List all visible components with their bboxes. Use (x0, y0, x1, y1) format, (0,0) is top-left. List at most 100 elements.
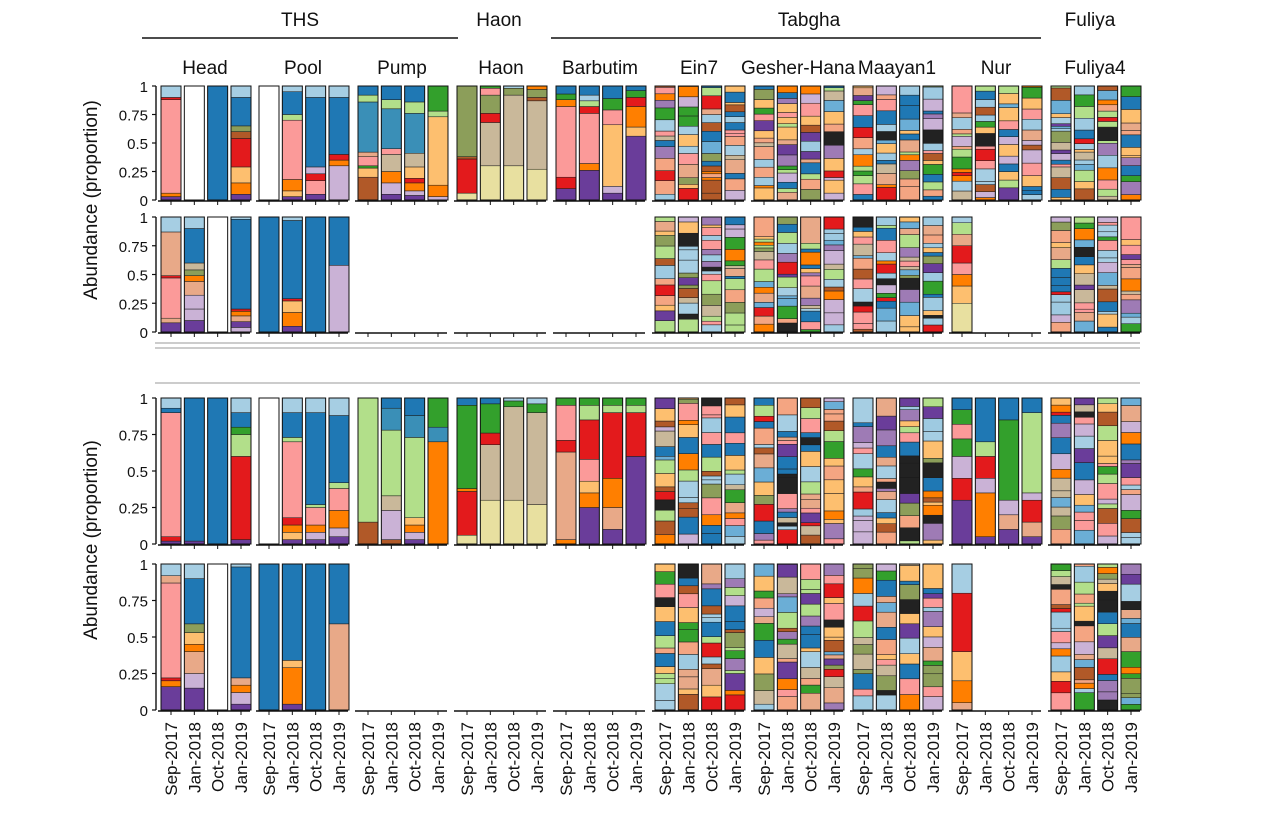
bar-segment (1050, 515, 1072, 530)
bar-segment (852, 673, 874, 690)
bar-segment (678, 313, 699, 320)
bar-segment (160, 277, 182, 319)
bar-segment (724, 489, 746, 503)
bar-segment (230, 539, 252, 545)
bar-segment (555, 397, 577, 406)
bar-segment (777, 456, 798, 470)
bar-segment (701, 165, 722, 172)
bar-segment (753, 251, 775, 261)
bar-pump-0 (357, 397, 379, 545)
bar-segment (1120, 651, 1142, 668)
bar-segment (753, 120, 775, 132)
bar-segment (678, 533, 699, 545)
bar-segment (701, 249, 722, 256)
bar-segment (678, 577, 699, 587)
bar-gesher-hana-1 (776, 563, 798, 711)
bar-gesher-hana-3 (823, 397, 845, 545)
bar-head-2 (207, 216, 229, 333)
bar-segment (282, 91, 303, 115)
bar-segment (1074, 273, 1095, 286)
bar-segment (1050, 563, 1072, 571)
bar-segment (1021, 87, 1043, 99)
x-tick-label: Oct-2018 (505, 722, 524, 792)
bar-segment (753, 107, 775, 115)
bar-segment (1120, 134, 1142, 148)
bar-segment (654, 647, 676, 654)
bar-outline (852, 563, 874, 711)
bar-segment (427, 184, 449, 197)
bar-segment (328, 415, 350, 483)
bar-segment (753, 159, 775, 168)
bar-segment (876, 284, 897, 294)
bar-segment (1120, 459, 1142, 464)
bar-segment (951, 133, 973, 137)
bar-segment (381, 495, 402, 511)
bar-nur-3 (1021, 85, 1043, 201)
bar-segment (724, 621, 746, 630)
bar-segment (998, 171, 1019, 181)
bar-outline (160, 397, 182, 545)
bar-segment (701, 179, 722, 194)
bar-segment (701, 563, 722, 585)
bar-segment (282, 216, 303, 221)
bar-segment (701, 95, 722, 110)
bar-maayan1-1 (875, 397, 897, 545)
bar-pool-0 (258, 216, 280, 333)
bar-ein7-0 (654, 216, 676, 333)
bar-outline (899, 85, 921, 201)
bar-segment (951, 456, 973, 479)
bar-segment (753, 444, 775, 449)
bar-gesher-hana-2 (800, 85, 822, 201)
bar-segment (404, 190, 425, 196)
bar-segment (876, 152, 897, 161)
bar-segment (1120, 583, 1142, 602)
bar-segment (823, 239, 845, 246)
bar-segment (404, 85, 425, 103)
bar-segment (1074, 264, 1095, 274)
x-tick-label: Sep-2017 (953, 722, 972, 796)
bar-outline (677, 563, 699, 711)
bar-segment (555, 405, 577, 441)
bar-segment (777, 397, 798, 416)
bar-segment (381, 429, 402, 497)
bar-outline (875, 216, 897, 333)
bar-segment (951, 148, 973, 158)
bar-segment (800, 321, 821, 330)
bar-segment (1097, 272, 1118, 286)
bar-segment (1021, 521, 1043, 537)
bar-segment (579, 85, 600, 96)
bar-segment (800, 264, 821, 269)
bar-segment (852, 515, 874, 521)
bar-outline (1050, 397, 1072, 545)
bar-segment (701, 397, 722, 407)
bar-segment (1120, 323, 1142, 333)
bar-outline (899, 216, 921, 333)
bar-maayan1-2 (899, 85, 921, 201)
bar-segment (258, 216, 280, 333)
bar-maayan1-2 (899, 397, 921, 545)
bar-segment (951, 499, 973, 545)
bar-segment (526, 403, 548, 413)
bar-segment (701, 533, 722, 545)
bar-segment (480, 165, 501, 201)
x-tick-label: Jan-2019 (1023, 722, 1042, 793)
bar-segment (456, 85, 478, 157)
bar-haon-1 (479, 397, 501, 545)
bar-outline (800, 563, 822, 711)
bar-ein7-3 (724, 216, 746, 333)
bar-segment (654, 87, 676, 95)
bar-segment (701, 171, 722, 175)
bar-segment (480, 122, 501, 167)
bar-segment (800, 603, 821, 617)
bar-segment (753, 286, 775, 294)
bar-segment (777, 165, 798, 170)
bar-segment (724, 224, 746, 230)
bar-segment (951, 168, 973, 173)
bar-segment (876, 659, 897, 666)
bar-outline (724, 85, 746, 201)
bar-segment (1097, 623, 1118, 636)
bar-segment (823, 538, 845, 545)
bar-segment (899, 599, 920, 614)
bar-segment (456, 491, 478, 536)
bar-haon-0 (456, 397, 478, 545)
